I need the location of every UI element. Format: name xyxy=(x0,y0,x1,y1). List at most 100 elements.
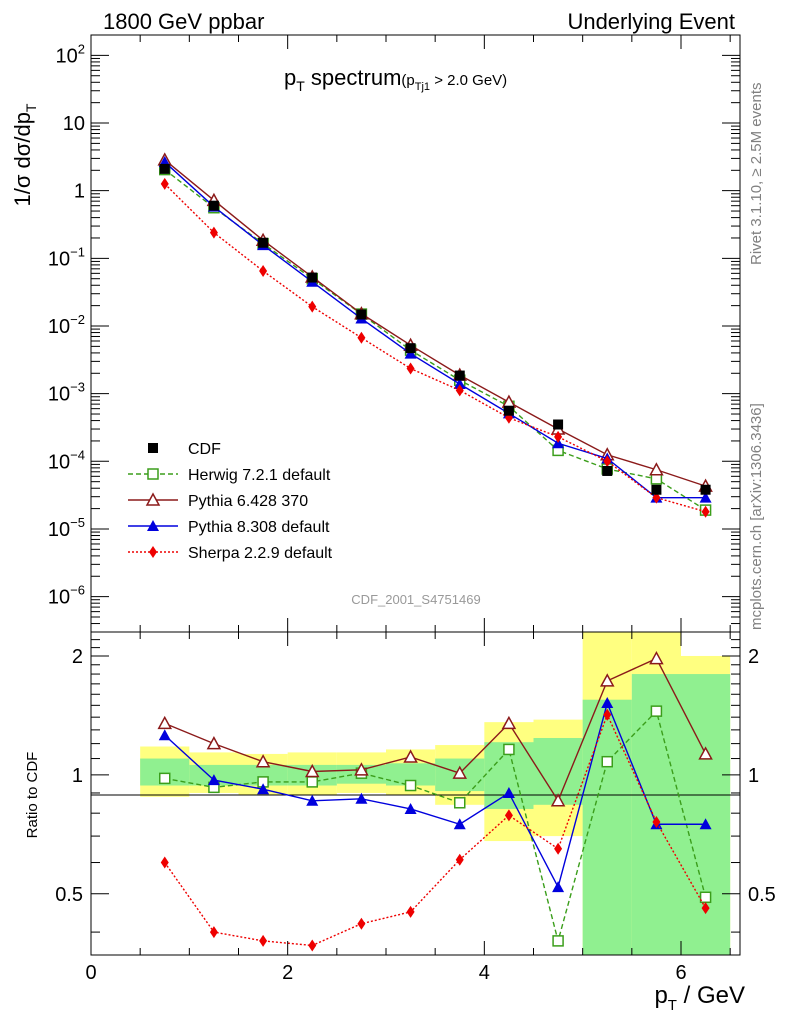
legend-label-cdf: CDF xyxy=(188,441,221,458)
ratio-point-herwig-7-2-1-default xyxy=(159,772,171,785)
cdf-point xyxy=(208,200,219,211)
plot-title-sub: T xyxy=(296,78,305,94)
cut-sub: Tj1 xyxy=(415,81,430,93)
top-point-sherpa-2-2-9-default xyxy=(406,362,415,375)
ratio-point-pythia-8-308-default xyxy=(404,802,417,814)
ratio-point-pythia-6-428-370 xyxy=(649,651,664,665)
top-y-axis-label: 1/σ dσ/dpT xyxy=(10,103,39,206)
ratio-band-inner-10 xyxy=(631,674,681,955)
ratio-point-sherpa-2-2-9-default xyxy=(308,939,317,952)
ratio-series-group xyxy=(157,651,713,952)
legend-marker-sherpa-2-2-9-default xyxy=(149,546,157,558)
top-y-tick-label-8: 10−6 xyxy=(48,583,85,609)
ratio-point-sherpa-2-2-9-default xyxy=(455,853,464,866)
analysis-watermark: CDF_2001_S4751469 xyxy=(351,592,480,607)
top-y-tick-base-8: 10 xyxy=(48,587,70,609)
header-right: Underlying Event xyxy=(567,9,735,34)
ratio-band-inner-2 xyxy=(238,764,288,786)
top-point-sherpa-2-2-9-default xyxy=(259,264,268,277)
x-tick-label-3: 6 xyxy=(675,962,686,984)
ratio-point-sherpa-2-2-9-default xyxy=(504,809,513,822)
top-y-tick-base-0: 10 xyxy=(56,45,78,67)
ratio-point-pythia-8-308-default xyxy=(699,818,712,830)
ratio-point-sherpa-2-2-9-default xyxy=(259,934,268,947)
ratio-point-pythia-8-308-default xyxy=(502,786,515,798)
top-y-tick-exp-7: −5 xyxy=(70,515,85,530)
top-y-tick-base-2: 1 xyxy=(74,181,85,203)
cdf-point xyxy=(307,272,318,283)
top-y-tick-exp-5: −3 xyxy=(70,380,85,395)
legend-marker-cdf xyxy=(148,443,158,453)
legend-label-herwig-7-2-1-default: Herwig 7.2.1 default xyxy=(188,467,331,484)
top-line-herwig-7-2-1-default xyxy=(164,169,706,511)
cdf-point xyxy=(159,163,170,174)
top-y-tick-exp-3: −1 xyxy=(70,244,85,259)
ratio-line-pythia-6-428-370 xyxy=(164,657,707,803)
top-y-tick-exp-4: −2 xyxy=(70,312,85,327)
top-point-sherpa-2-2-9-default xyxy=(701,505,710,518)
top-point-sherpa-2-2-9-default xyxy=(209,226,218,239)
top-y-tick-label-1: 10 xyxy=(63,113,85,135)
cdf-point xyxy=(602,465,613,476)
ratio-point-pythia-8-308-default xyxy=(257,783,270,795)
top-y-axis-label-main: 1/σ dσ/dp xyxy=(10,112,35,206)
ratio-band-inner-9 xyxy=(582,699,632,955)
x-axis-label-main: p xyxy=(654,982,667,1009)
top-y-tick-base-1: 10 xyxy=(63,113,85,135)
ratio-point-pythia-8-308-default xyxy=(158,729,171,741)
top-point-sherpa-2-2-9-default xyxy=(455,384,464,397)
top-y-axis-label-sub: T xyxy=(23,103,39,112)
cdf-point xyxy=(356,309,367,320)
ratio-point-sherpa-2-2-9-default xyxy=(701,902,710,915)
ratio-point-pythia-6-428-370 xyxy=(403,749,418,763)
ratio-point-pythia-8-308-default xyxy=(601,697,614,709)
ratio-line-herwig-7-2-1-default xyxy=(164,709,707,944)
top-panel-frame xyxy=(90,34,741,633)
ratio-y-tick-label-left-2: 0.5 xyxy=(55,884,83,906)
ratio-point-sherpa-2-2-9-default xyxy=(603,708,612,721)
ratio-point-pythia-6-428-370 xyxy=(206,736,222,750)
ratio-point-herwig-7-2-1-default xyxy=(699,891,712,904)
ratio-y-tick-label-right-0: 2 xyxy=(748,646,759,668)
cdf-point xyxy=(258,237,269,248)
legend-marker-pythia-6-428-370 xyxy=(145,492,161,506)
ratio-y-ticks: 2 1 0.5 2 1 0.5 xyxy=(55,639,776,933)
top-point-pythia-8-308-default xyxy=(453,377,466,389)
ratio-point-herwig-7-2-1-default xyxy=(404,779,417,792)
top-line-pythia-8-308-default xyxy=(164,161,706,499)
x-axis-label-rest: / GeV xyxy=(677,982,745,1009)
ratio-line-sherpa-2-2-9-default xyxy=(164,712,707,947)
cdf-point xyxy=(700,484,711,495)
top-point-sherpa-2-2-9-default xyxy=(554,430,563,443)
top-line-pythia-6-428-370 xyxy=(164,159,706,487)
top-y-tick-base-7: 10 xyxy=(48,519,70,541)
ratio-point-sherpa-2-2-9-default xyxy=(406,905,415,918)
x-tick-label-1: 2 xyxy=(282,962,293,984)
x-tick-label-2: 4 xyxy=(479,962,490,984)
top-y-tick-exp-6: −4 xyxy=(70,447,85,462)
legend: CDF Herwig 7.2.1 default Pythia 6.428 370 P… xyxy=(128,441,333,562)
rivet-label: Rivet 3.1.10, ≥ 2.5M events xyxy=(748,83,765,266)
ratio-point-herwig-7-2-1-default xyxy=(650,705,663,717)
plot-title-main: p xyxy=(284,65,296,90)
top-point-sherpa-2-2-9-default xyxy=(603,455,612,468)
ratio-point-herwig-7-2-1-default xyxy=(601,755,613,768)
top-x-ticks xyxy=(90,35,731,632)
ratio-point-sherpa-2-2-9-default xyxy=(357,917,366,930)
ratio-point-pythia-6-428-370 xyxy=(157,715,173,730)
top-y-tick-label-5: 10−3 xyxy=(48,380,85,406)
x-axis-label-sub: T xyxy=(668,997,677,1014)
top-point-sherpa-2-2-9-default xyxy=(308,300,317,313)
ratio-point-pythia-6-428-370 xyxy=(501,715,517,730)
top-y-tick-base-5: 10 xyxy=(48,384,70,406)
ratio-point-pythia-8-308-default xyxy=(552,881,565,893)
top-y-tick-label-2: 1 xyxy=(74,181,85,203)
ratio-point-pythia-8-308-default xyxy=(306,794,319,806)
x-axis-label: pT / GeV xyxy=(654,982,745,1014)
top-y-tick-label-6: 10−4 xyxy=(48,447,85,473)
ratio-point-pythia-6-428-370 xyxy=(255,754,271,768)
top-y-tick-label-3: 10−1 xyxy=(48,244,85,270)
plot-title-rest: spectrum xyxy=(305,65,402,90)
